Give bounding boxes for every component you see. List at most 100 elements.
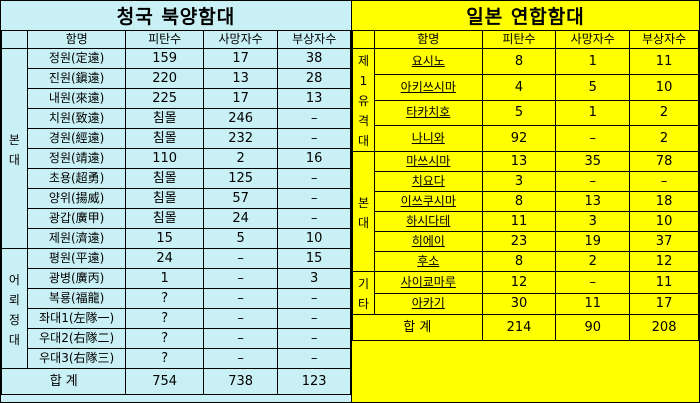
cell-wounded: – [277, 308, 351, 329]
ship-name: 양위(揚威) [26, 188, 127, 209]
cell-wounded: 12 [629, 251, 699, 272]
cell-hits: 30 [481, 292, 557, 315]
japan-group-label: 제1유격대 [352, 48, 375, 152]
table-row: 아키쓰시마 4 5 10 [353, 73, 699, 101]
ship-name: 좌대1(左隊一) [26, 308, 127, 329]
cell-dead: 11 [555, 292, 631, 315]
ship-name: 치요다 [373, 171, 483, 192]
group-label-text: 본대 [8, 132, 20, 167]
table-row: 하시다테 11 3 10 [353, 211, 699, 232]
cell-wounded: 38 [277, 48, 351, 69]
ship-name: 후소 [373, 251, 483, 272]
cell-wounded: 13 [277, 88, 351, 109]
cell-wounded: – [277, 208, 351, 229]
total-hits: 214 [481, 314, 557, 341]
cell-dead: 232 [202, 128, 279, 149]
table-row: 이쓰쿠시마 8 13 18 [353, 191, 699, 212]
table-row: 경원(經遠) 침몰 232– [2, 128, 351, 149]
cell-hits: 침몰 [125, 208, 204, 229]
cell-hits: 15 [125, 228, 204, 249]
cell-hits: 8 [481, 251, 557, 272]
table-row: 후소 8 2 12 [353, 251, 699, 272]
cell-hits: 4 [481, 73, 557, 101]
qing-group-label: 본대 [1, 48, 28, 249]
cell-wounded: – [277, 168, 351, 189]
table-row: 기타 사이쿄마루 12–11 [352, 271, 699, 315]
ship-name: 경원(經遠) [26, 128, 127, 149]
total-dead: 738 [202, 368, 279, 395]
cell-wounded: – [277, 108, 351, 129]
cell-wounded: – [277, 288, 351, 309]
qing-header-row: 함명 피탄수 사망자수 부상자수 [1, 30, 351, 49]
cell-wounded: 15 [277, 248, 351, 269]
cell-hits: 8 [481, 48, 557, 75]
cell-hits: 11 [481, 211, 557, 232]
ship-name: 치원(致遠) [26, 108, 127, 129]
table-row: 우대3(右隊三)? – – [2, 348, 351, 369]
table-row: 나니와 92–2 [353, 125, 699, 152]
japan-fleet-table: 함명 피탄수 사망자수 부상자수 제1유격대 요시노 8 1 11 아키쓰시마 4 5 10 타카치호 5 1… [352, 30, 699, 341]
japan-fleet-title: 일본 연합함대 [352, 1, 699, 31]
cell-wounded: 28 [277, 68, 351, 89]
ship-name: 초용(超勇) [26, 168, 127, 189]
japan-header-row: 함명 피탄수 사망자수 부상자수 [352, 30, 699, 49]
ship-name: 타카치호 [373, 99, 483, 127]
cell-dead: 5 [202, 228, 279, 249]
table-row: 우대2(右隊二)? – – [2, 328, 351, 349]
cell-hits: ? [125, 328, 204, 349]
cell-hits: 침몰 [125, 108, 204, 129]
total-wounded: 208 [629, 314, 699, 341]
qing-header-hits: 피탄수 [125, 30, 204, 49]
ship-name: 히에이 [373, 231, 483, 252]
cell-dead: – [555, 171, 631, 192]
cell-hits: ? [125, 308, 204, 329]
cell-hits: 1 [125, 268, 204, 289]
ship-name: 아키쓰시마 [373, 73, 483, 101]
cell-dead: – [202, 348, 279, 369]
cell-dead: 17 [202, 48, 279, 69]
cell-hits: 8 [481, 191, 557, 212]
table-row: 치요다 3– – [353, 171, 699, 192]
cell-dead: 57 [202, 188, 279, 209]
ship-name: 요시노 [373, 48, 483, 75]
ship-name: 광갑(廣甲) [26, 208, 127, 229]
qing-fleet-table: 함명 피탄수 사망자수 부상자수 본대 정원(定遠) 159 17 38 진원(鎭遠) 220 13 2… [0, 30, 351, 395]
table-row: 복룡(福龍)? – – [2, 288, 351, 309]
japan-header-ship: 함명 [373, 30, 483, 49]
group-label-text: 제1유격대 [357, 54, 369, 148]
cell-dead: 13 [202, 68, 279, 89]
qing-header-wounded: 부상자수 [277, 30, 351, 49]
table-row: 초용(超勇) 침몰 125– [2, 168, 351, 189]
cell-wounded: 2 [629, 125, 699, 152]
total-label: 합 계 [352, 314, 483, 341]
cell-dead: 1 [555, 99, 631, 127]
table-row: 본대 정원(定遠) 159 17 38 [1, 48, 351, 249]
ship-name: 내원(來遠) [26, 88, 127, 109]
ship-name: 진원(鎭遠) [26, 68, 127, 89]
cell-wounded: 37 [629, 231, 699, 252]
table-row: 내원(來遠) 225 17 13 [2, 88, 351, 109]
japan-header-group [352, 30, 375, 49]
cell-dead: 1 [555, 48, 631, 75]
cell-hits: 225 [125, 88, 204, 109]
cell-hits: 23 [481, 231, 557, 252]
cell-dead: 2 [555, 251, 631, 272]
table-row: 치원(致遠) 침몰 246– [2, 108, 351, 129]
cell-wounded: – [277, 188, 351, 209]
cell-dead: 13 [555, 191, 631, 212]
qing-header-group [1, 30, 28, 49]
total-dead: 90 [555, 314, 631, 341]
japan-group-label: 기타 [352, 271, 375, 315]
table-row: 히에이 23 19 37 [353, 231, 699, 252]
ship-name: 나니와 [373, 125, 483, 152]
qing-header-dead: 사망자수 [202, 30, 279, 49]
table-row: 제원(濟遠) 15 5 10 [2, 228, 351, 249]
cell-dead: 5 [555, 73, 631, 101]
japan-header-hits: 피탄수 [481, 30, 557, 49]
cell-wounded: 10 [277, 228, 351, 249]
table-row: 진원(鎭遠) 220 13 28 [2, 68, 351, 89]
cell-wounded: – [277, 328, 351, 349]
cell-hits: 92 [481, 125, 557, 152]
table-row: 어뢰정대 평원(平遠) 24–15 [1, 248, 351, 369]
qing-fleet-title: 청국 북양함대 [1, 1, 351, 31]
